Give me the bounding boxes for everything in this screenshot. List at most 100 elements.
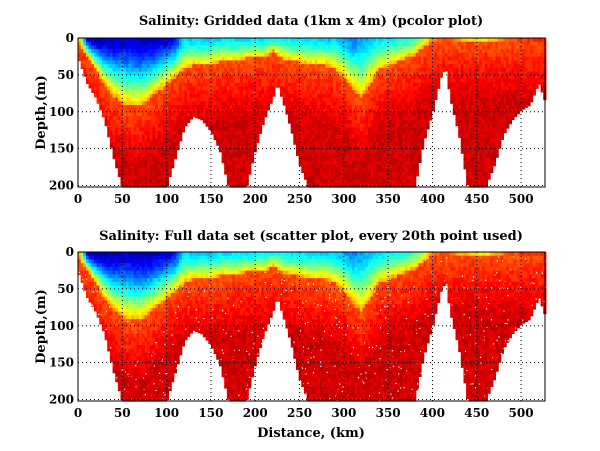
data-cell — [391, 60, 395, 65]
data-cell — [234, 56, 239, 61]
data-cell — [242, 127, 247, 132]
data-cell — [221, 71, 225, 76]
data-cell — [296, 79, 300, 84]
data-cell — [482, 45, 486, 50]
data-cell — [484, 86, 488, 91]
data-cell — [450, 52, 454, 58]
data-cell — [322, 82, 326, 87]
data-cell — [335, 60, 340, 65]
data-cell — [415, 116, 419, 121]
data-cell — [112, 120, 116, 125]
data-cell — [168, 64, 172, 69]
data-cell — [394, 142, 398, 147]
data-cell — [482, 153, 486, 158]
data-cell — [479, 138, 483, 143]
data-cell — [311, 38, 316, 43]
data-cell — [487, 142, 491, 147]
data-cell — [288, 105, 292, 110]
data-cell — [373, 157, 377, 162]
data-cell — [447, 45, 451, 50]
data-cell — [362, 116, 366, 121]
data-cell — [333, 75, 337, 80]
data-cell — [484, 183, 488, 187]
data-cell — [144, 79, 148, 84]
data-cell — [133, 149, 138, 155]
data-cell — [357, 131, 361, 136]
data-cell — [112, 38, 116, 43]
data-cell — [476, 131, 481, 136]
data-cell — [128, 93, 132, 99]
data-cell — [420, 142, 425, 147]
data-cell — [314, 134, 318, 140]
data-cell — [218, 101, 223, 106]
data-cell — [115, 71, 119, 76]
data-cell — [139, 149, 143, 155]
data-cell — [463, 157, 467, 162]
data-cell — [325, 138, 329, 143]
data-cell — [359, 172, 364, 177]
data-cell — [136, 93, 140, 99]
data-cell — [476, 52, 481, 58]
data-cell — [179, 105, 183, 110]
data-cell — [410, 138, 414, 143]
data-cell — [155, 116, 159, 121]
data-cell — [327, 160, 332, 166]
data-cell — [309, 131, 313, 136]
data-cell — [226, 123, 231, 128]
data-cell — [309, 93, 313, 99]
data-cell — [157, 90, 162, 95]
data-cell — [155, 179, 159, 184]
data-cell — [176, 56, 180, 61]
data-cell — [224, 60, 228, 65]
data-cell — [133, 127, 138, 132]
data-cell — [458, 79, 462, 84]
data-cell — [157, 164, 162, 169]
data-cell — [354, 56, 358, 61]
data-cell — [171, 52, 175, 58]
data-cell — [141, 153, 146, 158]
data-cell — [343, 116, 348, 121]
data-cell — [242, 52, 247, 58]
data-cell — [160, 90, 164, 95]
data-cell — [128, 142, 132, 147]
data-cell — [288, 86, 292, 91]
data-cell — [349, 108, 353, 114]
data-cell — [248, 157, 252, 162]
data-cell — [407, 142, 411, 147]
data-cell — [229, 86, 233, 91]
data-cell — [306, 160, 310, 166]
data-cell — [176, 123, 180, 128]
data-cell — [168, 93, 172, 99]
data-cell — [218, 93, 223, 99]
data-cell — [266, 108, 270, 111]
data-cell — [91, 41, 95, 46]
data-cell — [141, 90, 146, 95]
data-cell — [442, 38, 446, 43]
data-cell — [311, 101, 316, 106]
data-cell — [338, 120, 342, 125]
data-cell — [296, 86, 300, 91]
data-cell — [181, 120, 185, 125]
data-cell — [420, 90, 425, 95]
data-cell — [476, 105, 481, 110]
data-cell — [234, 90, 239, 95]
data-cell — [293, 138, 297, 143]
data-cell — [386, 175, 390, 181]
data-cell — [229, 179, 233, 184]
data-cell — [373, 49, 377, 54]
data-cell — [484, 101, 488, 106]
data-cell — [349, 164, 353, 169]
data-cell — [181, 49, 185, 54]
data-cell — [141, 127, 146, 132]
data-cell — [181, 75, 185, 80]
data-cell — [213, 120, 217, 125]
data-cell — [381, 172, 385, 177]
data-cell — [128, 56, 132, 61]
data-cell — [463, 127, 467, 132]
data-cell — [359, 86, 364, 91]
data-cell — [354, 168, 358, 173]
data-cell — [163, 127, 167, 132]
data-cell — [442, 49, 446, 54]
data-cell — [341, 93, 345, 99]
data-cell — [399, 142, 403, 147]
